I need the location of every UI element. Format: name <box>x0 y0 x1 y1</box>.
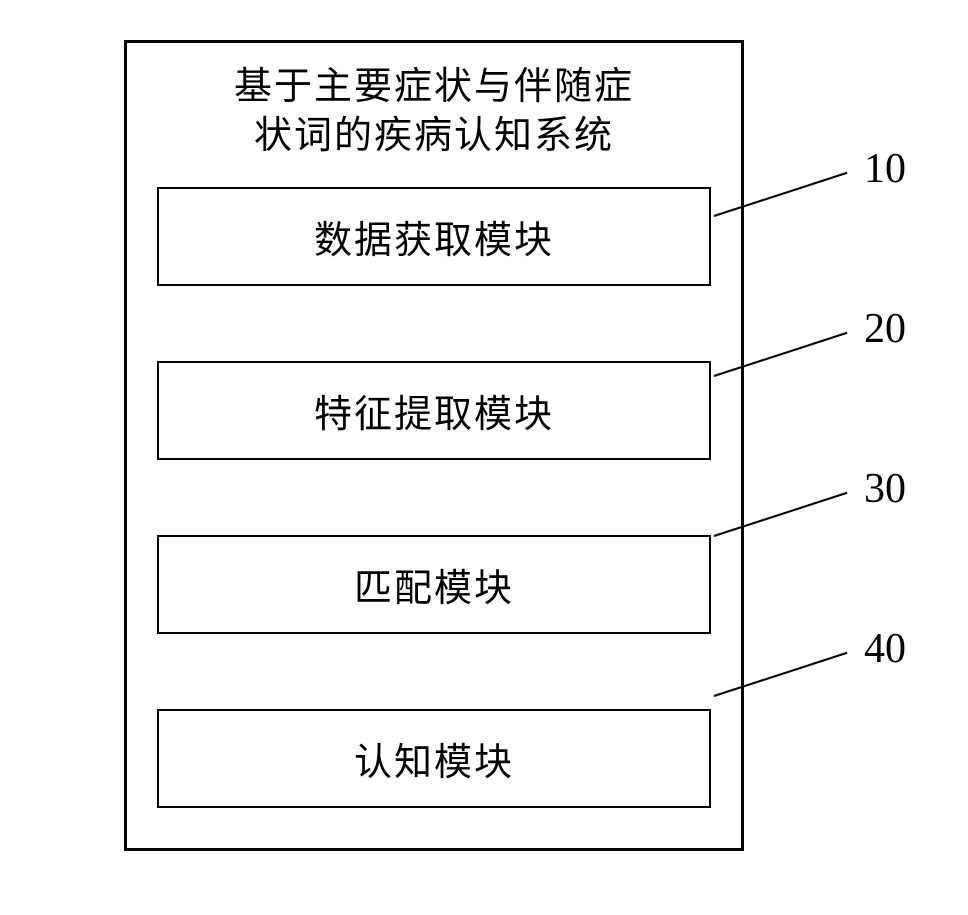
system-title: 基于主要症状与伴随症 状词的疾病认知系统 <box>157 63 711 162</box>
callout-label-3: 30 <box>864 465 906 513</box>
callout-label-2: 20 <box>864 305 906 353</box>
module-label: 特征提取模块 <box>314 394 554 436</box>
module-feature-extraction: 特征提取模块 <box>157 361 711 460</box>
system-outer-box: 基于主要症状与伴随症 状词的疾病认知系统 数据获取模块 特征提取模块 匹配模块 … <box>124 40 744 851</box>
module-label: 数据获取模块 <box>314 220 554 262</box>
callout-label-1: 10 <box>864 145 906 193</box>
module-matching: 匹配模块 <box>157 535 711 634</box>
module-label: 匹配模块 <box>354 568 514 610</box>
module-cognition: 认知模块 <box>157 709 711 808</box>
module-label: 认知模块 <box>354 742 514 784</box>
diagram-container: 基于主要症状与伴随症 状词的疾病认知系统 数据获取模块 特征提取模块 匹配模块 … <box>124 40 844 851</box>
module-data-acquisition: 数据获取模块 <box>157 187 711 286</box>
title-line-1: 基于主要症状与伴随症 <box>157 63 711 112</box>
title-line-2: 状词的疾病认知系统 <box>157 112 711 161</box>
callout-label-4: 40 <box>864 625 906 673</box>
